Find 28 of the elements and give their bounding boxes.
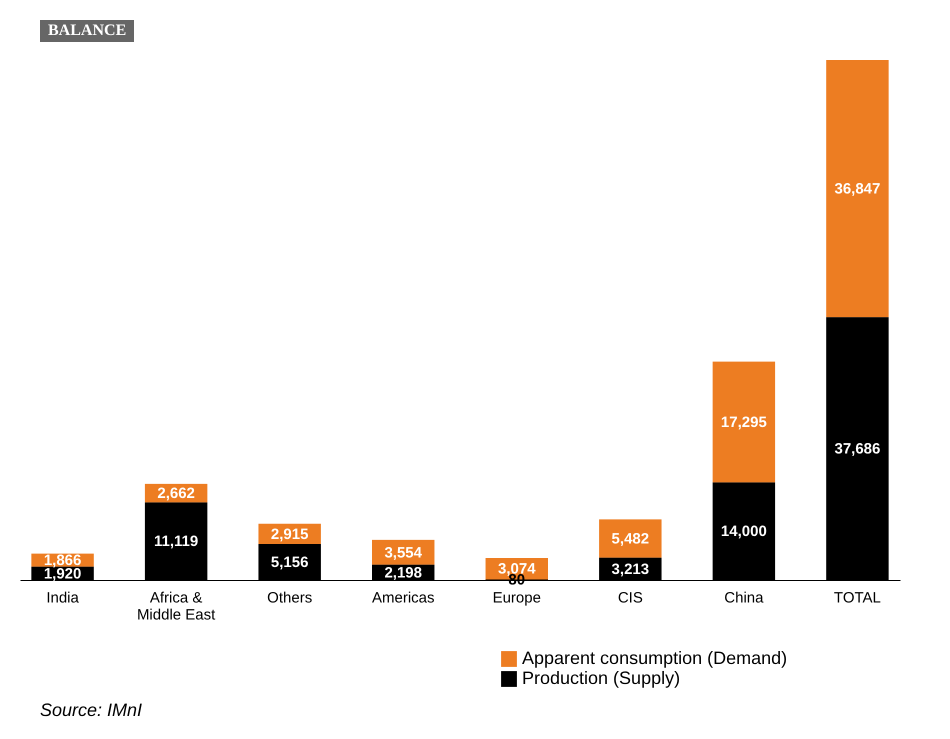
data-label: 2,915 <box>270 526 308 543</box>
legend-label: Apparent consumption (Demand) <box>522 648 788 668</box>
source-note: Source: IMnI <box>40 700 142 721</box>
legend-label: Production (Supply) <box>522 668 680 688</box>
x-tick-label: CIS <box>618 590 643 606</box>
data-label: 37,686 <box>834 440 880 458</box>
data-label: 36,847 <box>834 180 880 198</box>
bar <box>826 60 889 318</box>
x-tick-label: India <box>46 590 80 606</box>
data-label: 11,119 <box>154 533 198 550</box>
data-label: 17,295 <box>720 414 767 431</box>
data-label: 5,482 <box>612 530 650 548</box>
data-label: 1,866 <box>44 552 82 570</box>
data-label: 2,198 <box>384 564 422 582</box>
data-label: 5,156 <box>270 554 308 572</box>
x-tick-label: Others <box>267 590 312 606</box>
data-label: 3,554 <box>384 544 423 562</box>
x-tick-label: Americas <box>372 590 434 606</box>
bar <box>712 362 776 482</box>
data-label: 14,000 <box>720 523 767 540</box>
bar <box>599 519 662 558</box>
data-label: 2,662 <box>157 485 195 502</box>
data-label: 3,213 <box>612 560 650 578</box>
x-tick-label: TOTAL <box>834 590 881 606</box>
x-tick-label: Europe <box>492 590 541 606</box>
x-tick-label: China <box>724 590 764 606</box>
x-tick-label: Africa & Middle East <box>136 590 216 624</box>
text: BALANCE <box>40 20 134 42</box>
